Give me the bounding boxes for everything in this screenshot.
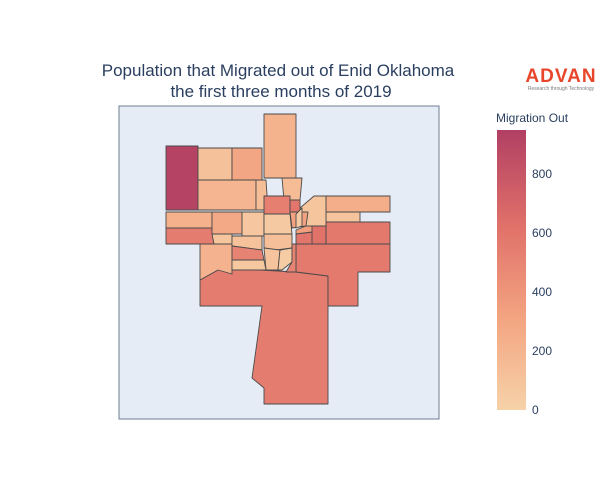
tract-east-strip[interactable]: [325, 211, 361, 223]
tract-east-north[interactable]: [325, 195, 391, 213]
tract-north-c[interactable]: [197, 179, 257, 211]
colorbar-tick-label: 0: [532, 403, 539, 417]
chart-title-line-1: Population that Migrated out of Enid Okl…: [102, 61, 455, 80]
colorbar-title: Migration Out: [496, 111, 569, 125]
colorbar-tick-label: 200: [532, 344, 552, 358]
tract-north-a[interactable]: [197, 147, 233, 181]
tract-northwest[interactable]: [165, 145, 199, 211]
tract-center-west[interactable]: [211, 211, 243, 235]
logo-wordmark: ADVAN: [525, 66, 596, 87]
chart-title-line-2: the first three months of 2019: [170, 82, 391, 101]
colorbar-tick-label: 400: [532, 285, 552, 299]
colorbar-tick-label: 800: [532, 167, 552, 181]
tract-center-south-west[interactable]: [211, 233, 233, 245]
tract-south-center[interactable]: [263, 247, 281, 271]
tract-downtown-north[interactable]: [263, 213, 293, 235]
tract-central-east-red[interactable]: [289, 199, 301, 213]
tract-west-band[interactable]: [165, 211, 213, 229]
tract-central-red[interactable]: [263, 195, 291, 215]
tract-south-narrow[interactable]: [277, 247, 293, 271]
tract-north-tall[interactable]: [263, 113, 297, 179]
logo-tagline: Research through Technology: [528, 86, 595, 92]
tract-small-south[interactable]: [231, 259, 267, 271]
census-tracts: [165, 113, 391, 405]
tract-east-light[interactable]: [295, 225, 313, 235]
tract-west-red[interactable]: [165, 227, 215, 245]
advan-logo: ADVAN Research through Technology: [525, 66, 596, 92]
tract-north-b[interactable]: [231, 147, 263, 181]
tract-rail-strip[interactable]: [295, 207, 303, 229]
colorbar-gradient: [497, 130, 526, 410]
colorbar-tick-label: 600: [532, 226, 552, 240]
tract-downtown[interactable]: [263, 233, 293, 251]
colorbar: Migration Out 0 200 400 600 800: [496, 111, 569, 417]
tract-center[interactable]: [241, 211, 265, 237]
tract-east-central[interactable]: [325, 221, 391, 245]
tract-east[interactable]: [295, 243, 391, 307]
tract-south-east-inner[interactable]: [285, 243, 297, 273]
colorbar-ticks: 0 200 400 600 800: [532, 167, 552, 417]
